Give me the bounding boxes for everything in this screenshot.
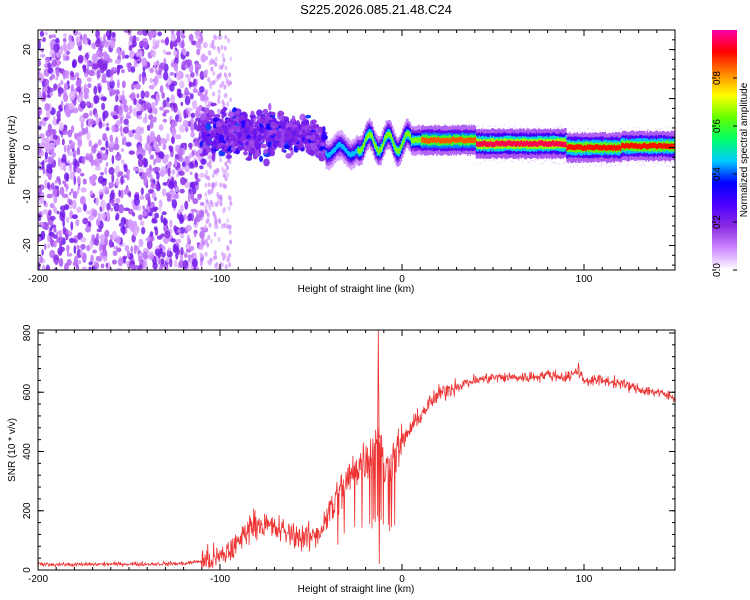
snr-panel: -200 -100 0 100 0 200 400 600 800 Height of str…	[7, 324, 676, 595]
snr-y-ticks: 0 200 400 600 800	[22, 324, 675, 573]
colorbar-ticks: 0.0 0.2 0.4 0.6 0.8	[712, 71, 737, 277]
y-tick-label: 200	[22, 502, 33, 519]
y-tick-label: 800	[22, 324, 33, 341]
spectrogram-frame	[37, 29, 676, 271]
y-tick-label: -10	[22, 189, 33, 204]
colorbar-tick-label: 0.6	[712, 119, 723, 133]
spectrogram-y-ticks: -20 -10 0 10 20	[22, 29, 675, 266]
spectrogram-x-ticks: -200 -100 0 100	[28, 30, 676, 285]
x-tick-label: 0	[399, 274, 405, 285]
x-tick-label: 100	[576, 274, 593, 285]
y-tick-label: 10	[22, 93, 33, 105]
colorbar-gradient	[712, 30, 737, 270]
snr-frame	[37, 329, 676, 571]
spectrogram-y-label: Frequency (Hz)	[7, 116, 18, 185]
x-tick-label: 0	[399, 574, 405, 585]
x-tick-label: -200	[28, 574, 48, 585]
colorbar-tick-label: 0.8	[712, 71, 723, 85]
x-tick-label: 100	[576, 574, 593, 585]
spectrogram-heatmap	[38, 30, 675, 270]
colorbar-tick-label: 0.2	[712, 215, 723, 229]
y-tick-label: 0	[22, 144, 33, 150]
x-tick-label: -100	[210, 574, 230, 585]
chart-title: S225.2026.085.21.48.C24	[300, 2, 452, 17]
colorbar-label: Normalized spectral amplitude	[739, 82, 750, 217]
y-tick-label: 0	[22, 567, 33, 573]
y-tick-label: 600	[22, 383, 33, 400]
colorbar-tick-label: 0.4	[712, 167, 723, 181]
snr-x-label: Height of straight line (km)	[298, 584, 415, 595]
y-tick-label: 400	[22, 443, 33, 460]
snr-line	[38, 330, 675, 569]
snr-y-label: SNR (10 * v/v)	[7, 418, 18, 482]
x-tick-label: -100	[210, 274, 230, 285]
spectrogram-x-label: Height of straight line (km)	[298, 284, 415, 295]
y-tick-label: -20	[22, 238, 33, 253]
x-tick-label: -200	[28, 274, 48, 285]
y-tick-label: 20	[22, 44, 33, 56]
colorbar-tick-label: 0.0	[712, 263, 723, 277]
colorbar: 0.0 0.2 0.4 0.6 0.8 Normalized spectral ampl…	[712, 30, 750, 277]
snr-x-ticks: -200 -100 0 100	[28, 330, 676, 585]
